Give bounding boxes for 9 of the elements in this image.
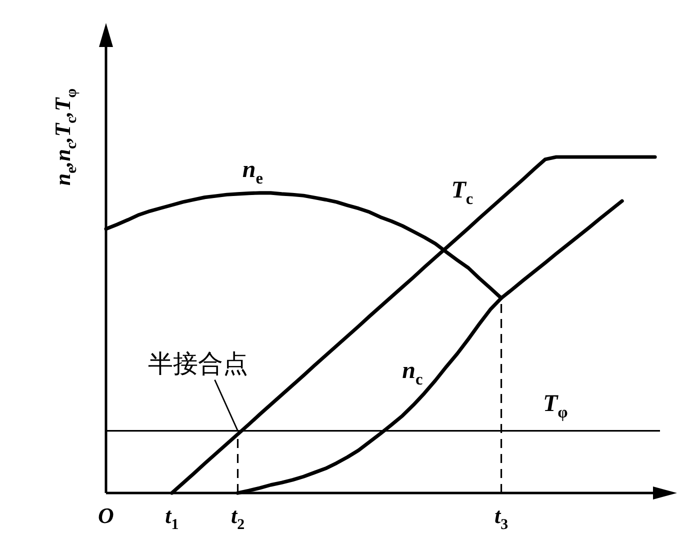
x-tick-label: O xyxy=(98,503,114,528)
x-tick-label: t$_{1}$ xyxy=(165,503,179,534)
series-label: n$_{e}$ xyxy=(242,156,264,188)
x-tick-label: t$_{2}$ xyxy=(230,503,245,534)
ref-line-label: T$_{φ}$ xyxy=(543,390,568,422)
x-tick-label: t$_{3}$ xyxy=(494,503,508,534)
annotation: 半接合点 xyxy=(148,350,248,378)
series-label: T$_{c}$ xyxy=(451,177,474,208)
series-label: n$_{c}$ xyxy=(402,358,423,388)
